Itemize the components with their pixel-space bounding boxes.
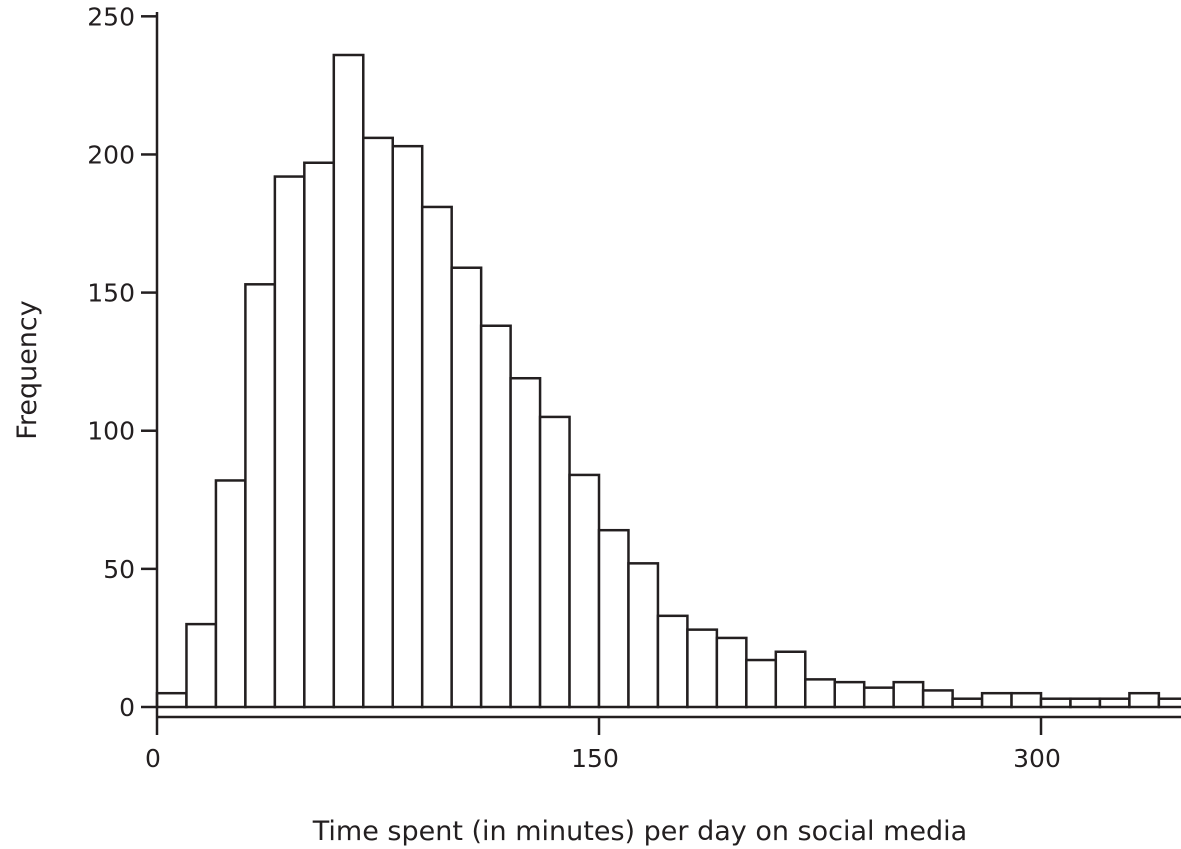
histogram-bar — [921, 689, 954, 709]
y-tick-label: 250 — [87, 2, 135, 31]
histogram-bar — [1157, 697, 1181, 709]
histogram-bar — [951, 697, 984, 709]
histogram-bar — [362, 136, 394, 709]
histogram-bar — [597, 528, 630, 709]
histogram-bar — [1098, 697, 1131, 709]
x-ticks: 0 150 300 — [145, 717, 1061, 773]
histogram-bar — [479, 324, 512, 709]
histogram-bar — [214, 479, 247, 709]
histogram-bar — [833, 680, 866, 709]
histogram-bar — [1010, 691, 1043, 709]
y-axis-title: Frequency — [12, 300, 43, 440]
histogram-bar — [686, 628, 719, 709]
histogram-bar — [332, 53, 365, 709]
histogram-bar — [450, 266, 483, 709]
y-tick-label: 0 — [119, 693, 135, 722]
histogram-bar — [391, 144, 424, 709]
histogram-bar — [509, 376, 542, 709]
histogram-bar — [656, 614, 689, 709]
histogram-bar — [892, 680, 925, 709]
x-tick-label: 150 — [571, 744, 619, 773]
histogram-bar — [980, 691, 1013, 709]
x-tick-label: 300 — [1013, 744, 1061, 773]
histogram-bar — [1069, 697, 1102, 709]
x-axis-title: Time spent (in minutes) per day on socia… — [312, 816, 967, 847]
y-tick-label: 150 — [87, 279, 135, 308]
histogram-bar — [804, 678, 836, 709]
histogram-bar — [244, 283, 277, 709]
histogram-bar — [303, 161, 336, 709]
histogram-bar — [155, 691, 188, 709]
histogram-bar — [185, 622, 218, 709]
histogram-bar — [568, 473, 601, 709]
histogram-bar — [774, 650, 807, 709]
histogram-bar — [1039, 697, 1072, 709]
histogram-bar — [273, 175, 306, 709]
y-tick-label: 100 — [87, 417, 135, 446]
y-tick-label: 50 — [103, 555, 135, 584]
histogram-bar — [862, 686, 895, 709]
histogram-bar — [1128, 691, 1161, 709]
histogram-bar — [420, 205, 453, 709]
bars-group — [155, 53, 1181, 709]
histogram-bar — [745, 658, 778, 709]
histogram-bar — [627, 562, 660, 709]
y-ticks: 0 50 100 150 200 250 — [87, 2, 157, 722]
x-tick-label: 0 — [145, 744, 161, 773]
y-tick-label: 200 — [87, 140, 135, 169]
histogram-bar — [538, 415, 571, 709]
y-axis: 0 50 100 150 200 250 — [87, 2, 159, 722]
histogram-bar — [715, 636, 748, 709]
x-axis: 0 150 300 — [145, 715, 1181, 773]
